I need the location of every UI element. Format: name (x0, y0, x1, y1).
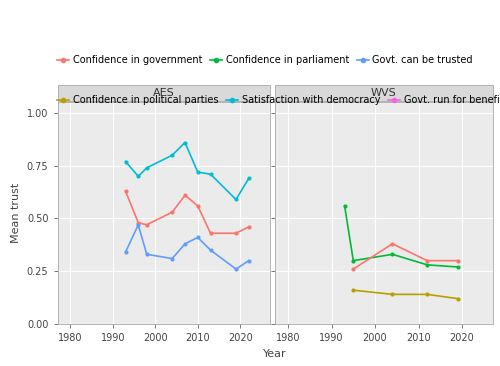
Text: AES: AES (153, 88, 174, 98)
Legend: Confidence in political parties, Satisfaction with democracy, Govt. run for bene: Confidence in political parties, Satisfa… (58, 95, 500, 105)
Text: Year: Year (263, 349, 287, 359)
Y-axis label: Mean trust: Mean trust (12, 183, 22, 243)
Legend: Confidence in government, Confidence in parliament, Govt. can be trusted: Confidence in government, Confidence in … (58, 55, 473, 65)
Text: WVS: WVS (371, 88, 396, 98)
